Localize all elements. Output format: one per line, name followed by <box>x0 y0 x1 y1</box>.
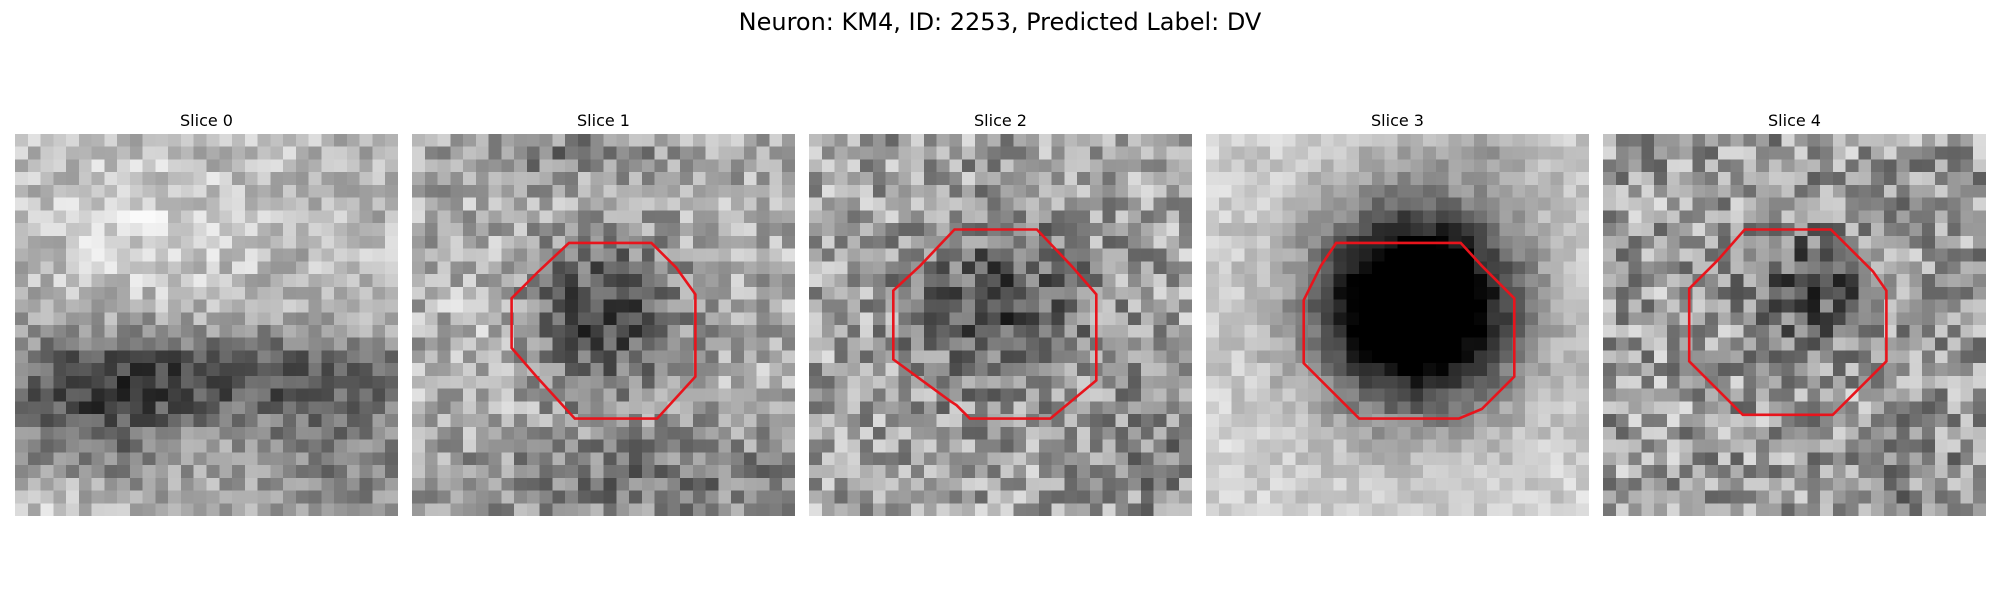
slice-title: Slice 3 <box>1371 111 1424 130</box>
slice-panel-1: Slice 1 <box>412 108 795 516</box>
pixel-grid <box>809 134 1192 516</box>
figure-title: Neuron: KM4, ID: 2253, Predicted Label: … <box>738 8 1262 36</box>
slice-panel-4: Slice 4 <box>1603 108 1986 516</box>
slice-image-svg <box>412 134 795 516</box>
slice-panel-2: Slice 2 <box>809 108 1192 516</box>
slice-image <box>1603 134 1986 516</box>
slice-image <box>15 134 398 516</box>
slice-panel-0: Slice 0 <box>15 108 398 516</box>
roi-contour <box>510 241 697 420</box>
roi-contour <box>1302 241 1516 420</box>
slice-image <box>412 134 795 516</box>
slice-image-svg <box>1603 134 1986 516</box>
slice-image <box>1206 134 1589 516</box>
pixel-grid <box>412 134 795 516</box>
slice-panel-3: Slice 3 <box>1206 108 1589 516</box>
slice-title: Slice 2 <box>974 111 1027 130</box>
pixel-grid <box>15 134 398 516</box>
slice-image-svg <box>809 134 1192 516</box>
slice-image <box>809 134 1192 516</box>
roi-contour <box>1687 228 1888 417</box>
roi-contour <box>892 228 1098 420</box>
slice-title: Slice 0 <box>180 111 233 130</box>
slice-image-svg <box>1206 134 1589 516</box>
slice-image-svg <box>15 134 398 516</box>
slice-title: Slice 4 <box>1768 111 1821 130</box>
slice-title: Slice 1 <box>577 111 630 130</box>
pixel-grid <box>1206 134 1589 516</box>
pixel-grid <box>1603 134 1986 516</box>
